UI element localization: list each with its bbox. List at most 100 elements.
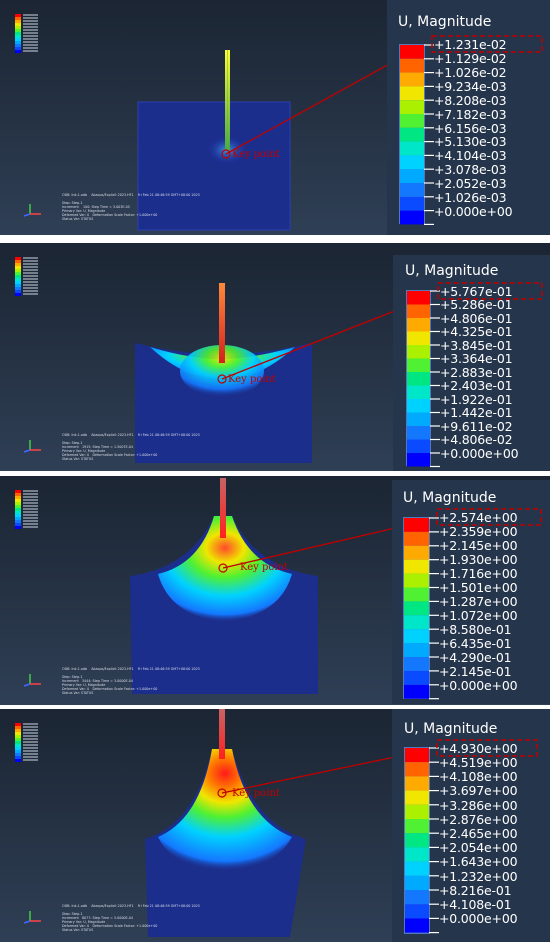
max-value-highlight-3 [436, 508, 542, 526]
legend-title-2: U, Magnitude [405, 263, 499, 279]
legend-value-2-3: +4.325e-01 [440, 324, 513, 339]
max-value-highlight-4 [436, 739, 538, 757]
legend-value-4-10: +8.216e-01 [439, 883, 512, 898]
legend-value-2-1: +5.286e-01 [440, 297, 513, 312]
info-line-2-6: Status Var: STATUS [62, 457, 94, 461]
mesh-block-2 [135, 343, 312, 463]
info-block-1: ODB: Ink-1.odb Abaqus/Explicit 2023.HF1 … [62, 193, 200, 221]
key-point-marker-2 [217, 374, 227, 384]
axis-triad-4 [23, 911, 41, 924]
panel-2-canvas [0, 243, 550, 471]
pedestal-3 [220, 478, 226, 538]
pedestal-4 [219, 709, 225, 759]
color-scale-2 [407, 290, 440, 468]
color-scale-4 [405, 747, 439, 934]
info-line-1-4: Primary Var: U, Magnitude [62, 209, 106, 213]
panel-3-canvas [0, 476, 550, 705]
legend-value-2-10: +9.611e-02 [440, 419, 513, 434]
key-point-marker-4 [217, 788, 227, 798]
legend-value-1-5: +7.182e-03 [434, 107, 507, 122]
info-line-4-2: Step: Step-1 [62, 912, 83, 916]
legend-value-3-0: +2.574e+00 [439, 510, 518, 525]
simulation-panel-4: U, Magnitude +4.930e+00 +4.519e+00 +4.10… [0, 709, 550, 942]
legend-value-4-4: +3.286e+00 [439, 798, 518, 813]
legend-value-4-5: +2.876e+00 [439, 812, 518, 827]
legend-value-2-8: +1.922e-01 [440, 392, 513, 407]
legend-value-4-12: +0.000e+00 [439, 911, 518, 926]
info-line-1-5: Deformed Var: U Deformation Scale Factor… [62, 213, 158, 217]
legend-value-2-7: +2.403e-01 [440, 378, 513, 393]
info-line-3-4: Primary Var: U, Magnitude [62, 683, 106, 687]
simulation-panel-2: U, Magnitude +5.767e-01 +5.286e-01 +4.80… [0, 243, 550, 471]
axis-triad-2 [23, 440, 41, 453]
max-value-highlight-1 [431, 35, 543, 53]
info-line-4-0: ODB: Ink-1.odb Abaqus/Explicit 2023.HF1 … [62, 904, 200, 908]
legend-value-3-7: +1.072e+00 [439, 608, 518, 623]
legend-value-2-5: +3.364e-01 [440, 351, 513, 366]
legend-value-1-11: +1.026e-03 [434, 190, 507, 205]
axis-triad-3 [23, 674, 41, 687]
legend-value-3-3: +1.930e+00 [439, 552, 518, 567]
legend-value-3-9: +6.435e-01 [439, 636, 512, 651]
key-point-marker-1 [221, 149, 231, 159]
simulation-panel-1: U, Magnitude +1.231e-02 +1.129e-02 +1.02… [0, 0, 550, 235]
legend-value-1-2: +1.026e-02 [434, 65, 507, 80]
legend-title-4: U, Magnitude [404, 721, 498, 737]
legend-value-1-7: +5.130e-03 [434, 134, 507, 149]
panel-4-canvas [0, 709, 550, 942]
legend-value-4-6: +2.465e+00 [439, 826, 518, 841]
info-line-2-4: Primary Var: U, Magnitude [62, 449, 106, 453]
info-line-1-6: Status Var: STATUS [62, 217, 94, 221]
legend-value-1-4: +8.208e-03 [434, 93, 507, 108]
legend-value-2-4: +3.845e-01 [440, 338, 513, 353]
legend-value-3-6: +1.287e+00 [439, 594, 518, 609]
legend-title-3: U, Magnitude [403, 490, 497, 506]
legend-value-3-4: +1.716e+00 [439, 566, 518, 581]
info-line-3-2: Step: Step-1 [62, 675, 83, 679]
axis-triad-1 [23, 204, 41, 217]
legend-value-1-9: +3.078e-03 [434, 162, 507, 177]
info-line-3-0: ODB: Ink-1.odb Abaqus/Explicit 2023.HF1 … [62, 667, 200, 671]
legend-value-4-0: +4.930e+00 [439, 741, 518, 756]
legend-value-1-8: +4.104e-03 [434, 148, 507, 163]
mini-legend-3 [15, 490, 38, 529]
key-point-label-1: Key point [232, 149, 281, 160]
legend-value-1-3: +9.234e-03 [434, 79, 507, 94]
info-line-2-2: Step: Step-1 [62, 441, 83, 445]
info-line-4-4: Primary Var: U, Magnitude [62, 920, 106, 924]
info-block-3: ODB: Ink-1.odb Abaqus/Explicit 2023.HF1 … [62, 667, 200, 695]
legend-value-3-5: +1.501e+00 [439, 580, 518, 595]
key-point-marker-3 [218, 563, 228, 573]
info-line-1-0: ODB: Ink-1.odb Abaqus/Explicit 2023.HF1 … [62, 193, 200, 197]
info-line-2-0: ODB: Ink-1.odb Abaqus/Explicit 2023.HF1 … [62, 433, 200, 437]
legend-value-1-10: +2.052e-03 [434, 176, 507, 191]
info-line-4-6: Status Var: STATUS [62, 928, 94, 932]
pedestal-2 [219, 283, 225, 363]
legend-value-4-1: +4.519e+00 [439, 755, 518, 770]
mini-legend-1 [15, 14, 38, 53]
info-line-4-5: Deformed Var: U Deformation Scale Factor… [62, 924, 158, 928]
legend-value-1-12: +0.000e+00 [434, 204, 513, 219]
mesh-block-1 [138, 102, 290, 230]
legend-value-1-6: +6.156e-03 [434, 121, 507, 136]
legend-value-4-11: +4.108e-01 [439, 897, 512, 912]
legend-value-3-8: +8.580e-01 [439, 622, 512, 637]
simulation-panel-3: U, Magnitude +2.574e+00 +2.359e+00 +2.14… [0, 476, 550, 705]
legend-value-2-2: +4.806e-01 [440, 311, 513, 326]
max-value-highlight-2 [437, 282, 543, 300]
legend-value-2-11: +4.806e-02 [440, 432, 513, 447]
legend-value-1-0: +1.231e-02 [434, 37, 507, 52]
legend-value-3-12: +0.000e+00 [439, 678, 518, 693]
legend-value-4-9: +1.232e+00 [439, 869, 518, 884]
legend-value-3-2: +2.145e+00 [439, 538, 518, 553]
info-block-2: ODB: Ink-1.odb Abaqus/Explicit 2023.HF1 … [62, 433, 200, 461]
legend-value-4-2: +4.108e+00 [439, 769, 518, 784]
legend-value-4-8: +1.643e+00 [439, 854, 518, 869]
info-line-1-3: Increment 100: Step Time = 3.003E-05 [62, 205, 130, 209]
key-point-label-3: Key point [240, 562, 289, 573]
info-line-4-3: Increment 8077: Step Time = 5.0000E-04 [62, 916, 133, 920]
legend-value-2-9: +1.442e-01 [440, 405, 513, 420]
legend-value-1-1: +1.129e-02 [434, 51, 507, 66]
color-scale-1 [400, 44, 434, 225]
legend-value-2-12: +0.000e+00 [440, 446, 519, 461]
